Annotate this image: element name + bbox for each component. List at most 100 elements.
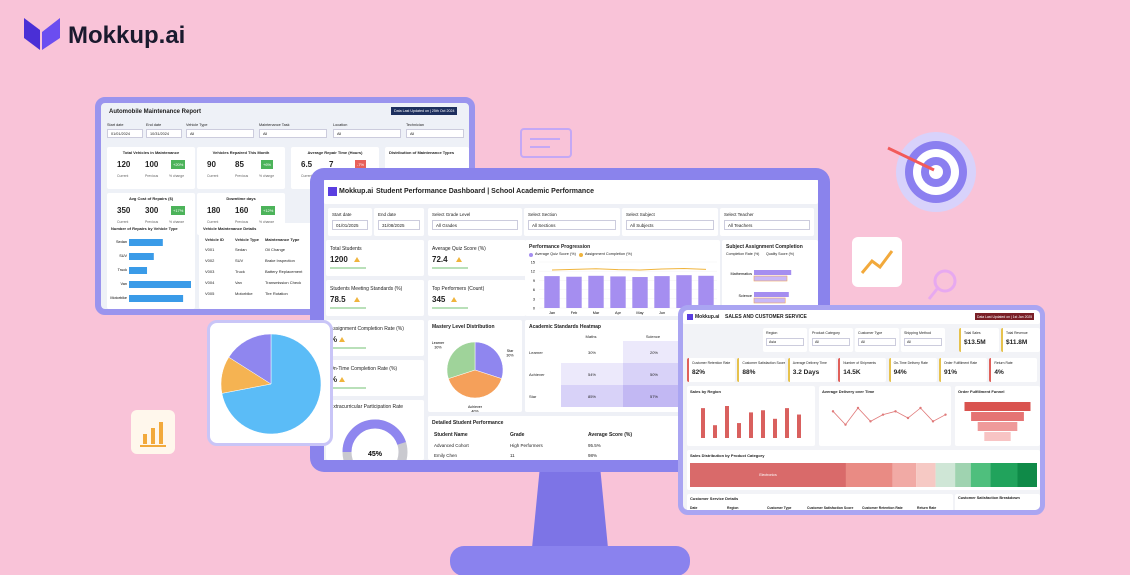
y-tick-label: 0 [533,307,535,311]
kpi-value: 91% [944,369,958,376]
filter-label: Region [766,331,778,335]
chart-title: Number of Repairs by Vehicle Type [111,226,178,231]
table-header: Date [690,506,698,510]
chart-title: Academic Standards Heatmap [529,324,601,330]
filter-label: Maintenance Task [259,123,290,127]
chart: Sedan SUV Truck Van Motorbike [110,239,191,302]
kpi-title: Top Performers (Count) [432,286,485,292]
bar [129,239,163,246]
filter-value: 10/31/2024 [146,129,182,138]
kpi-value: % [330,335,338,344]
card: Mokkup.ai Student Performance Dashboard |… [324,180,818,204]
table-cell: V005 [205,291,215,296]
slice-value: 30% [434,346,442,350]
point [869,420,872,423]
card: Sales Distribution by Product Category El… [687,450,1040,490]
filter-label: Technician [406,123,424,127]
bar [725,406,729,438]
filter-label: Select Section [528,212,557,217]
point [844,423,847,426]
kpi-title: Vehicles Repaired This Month [212,150,270,155]
slice-label: Learner [432,341,445,345]
kpi-sub [432,267,468,269]
table-title: Vehicle Maintenance Details [203,226,257,231]
card: Number of Repairs by Vehicle Type Sedan SU… [107,223,195,309]
bar [753,275,788,282]
point [831,410,835,413]
heat-cell: 85% [561,385,623,407]
card: Total Sales $13.5M [959,328,999,352]
filter-value: 31/08/2025 [378,220,420,230]
chart-title: Extracurricular Participation Rate [330,404,404,410]
kpi-change: +17% [171,206,186,215]
card: Students Meeting Standards (%) 78.5 [326,280,424,316]
x-tick-label: Jun [659,311,665,315]
kpi-value: % [330,375,338,384]
y-tick-label: Van [121,282,127,286]
segment [892,463,917,487]
kpi-value: $13.5M [964,339,986,346]
filter-value: All [858,338,896,346]
chart [831,406,947,426]
row-label: Achiever [529,372,545,377]
bar [676,275,692,308]
kpi-previous: 85 [235,160,244,169]
card: Select Grade Level All Grades [428,208,522,236]
table-cell: V004 [205,280,215,285]
magnifier-icon [927,269,957,300]
chart [964,402,1031,441]
kpi-value: 1200 [330,255,348,264]
table-header: Student Name [434,432,468,438]
chart [701,406,801,438]
table-header: Customer Retention Rate [862,506,903,510]
kpi-title: Order Fulfillment Rate [944,361,978,365]
slice-label: Star [507,349,514,353]
line [832,407,946,426]
table-cell: Transmission Check [265,280,302,285]
heat-value: 20% [649,349,658,355]
filter-label: Select Grade Level [432,212,471,217]
filter-label: Vehicle Type [186,123,208,127]
y-tick-label: 6 [533,288,535,292]
kpi-title: Total Students [330,246,362,252]
bar [737,423,741,438]
bar [588,275,604,308]
table-cell: 98% [588,453,598,458]
segment [955,463,971,487]
wedge [474,341,504,379]
x-tick-label: Feb [571,311,578,315]
chart: Mathematics Science [730,270,792,304]
card: Sales by Region [687,386,815,446]
card: Top Performers (Count) 345 [428,280,526,316]
table-cell: V003 [205,269,215,274]
trend-up [339,377,345,382]
kpi-change: -7% [355,160,367,169]
kpi-change: +12% [261,206,276,215]
y-tick-label: Motorbike [110,296,127,300]
card: Shipping Method All [901,328,945,352]
table-title: Detailed Student Performance [432,420,504,426]
heat-cell: 54% [561,363,623,385]
kpi-sub [330,387,366,389]
bar [129,295,184,302]
kpi-value: 14.5K [843,369,861,376]
card: Average Delivery Time 3.2 Days [787,358,836,382]
card: Mastery Level Distribution Star 30% Achieve… [428,320,522,412]
target-icon [887,132,976,212]
card: Assignment Completion Rate (%)% [326,320,424,356]
card: Performance Progression Average Quiz Scor… [525,240,720,316]
kpi-change: +20% [171,160,186,169]
card: Average Delivery over Time [819,386,951,446]
point [881,413,885,416]
filter-value: All [812,338,850,346]
kpi-label: % change [169,220,185,224]
table-cell: Van [235,280,242,285]
kpi-value: 72.4 [432,255,448,264]
funnel-stage [971,412,1024,421]
kpi-value: 82% [692,369,706,376]
kpi-title: Average Quiz Score (%) [432,246,486,252]
kpi-value: $11.8M [1006,339,1028,346]
trend-up [354,257,360,262]
lines-icon [520,128,572,158]
